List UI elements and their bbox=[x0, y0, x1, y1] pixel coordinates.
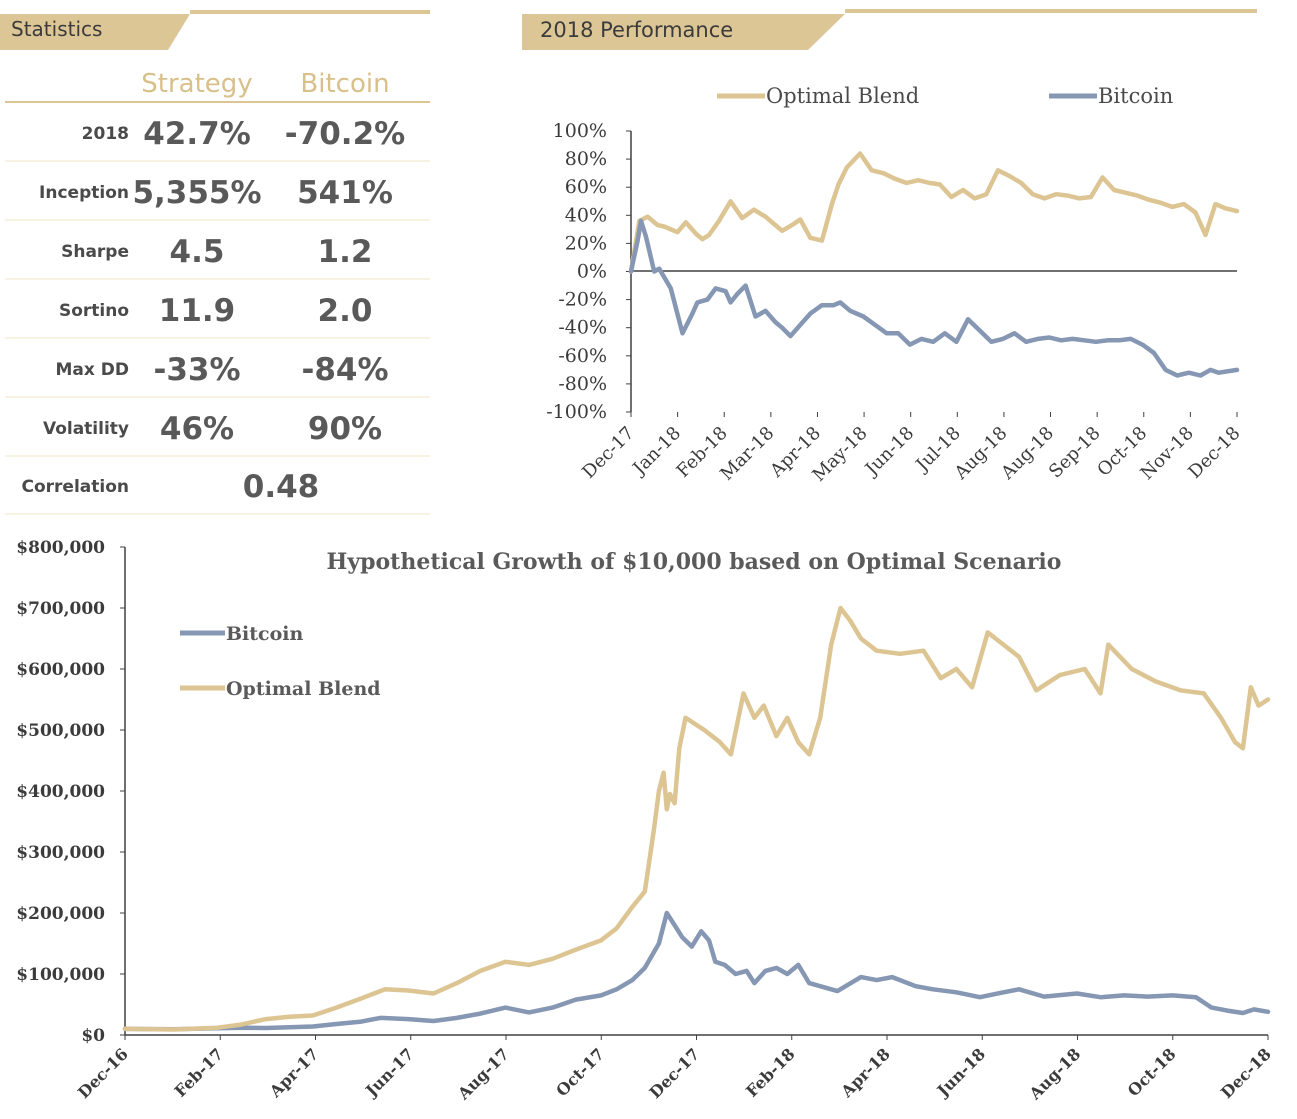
y-tick-label: $500,000 bbox=[16, 721, 105, 741]
bitcoin-value: 2.0 bbox=[318, 293, 373, 329]
bitcoin-value: 541% bbox=[297, 175, 393, 211]
y-tick-label: -60% bbox=[558, 345, 607, 367]
x-tick-label: Sep-18 bbox=[1045, 423, 1105, 483]
series-line-optimal-blend bbox=[628, 151, 1240, 274]
y-tick-label: $600,000 bbox=[16, 660, 105, 680]
x-tick-label: Apr-18 bbox=[837, 1044, 894, 1101]
y-tick-label: 40% bbox=[565, 204, 607, 226]
stats-row: Sortino 11.9 2.0 bbox=[5, 293, 430, 339]
growth-chart-title: Hypothetical Growth of $10,000 based on … bbox=[327, 549, 1062, 575]
correlation-label: Correlation bbox=[22, 477, 130, 497]
y-tick-label: -40% bbox=[558, 317, 607, 339]
stats-row: Max DD -33% -84% bbox=[5, 352, 430, 398]
x-tick-label: Oct-17 bbox=[552, 1044, 608, 1100]
bitcoin-value: 90% bbox=[308, 411, 382, 447]
x-tick-label: Aug-17 bbox=[453, 1044, 512, 1103]
row-label: Max DD bbox=[56, 360, 130, 380]
growth-series bbox=[122, 605, 1271, 1032]
stats-row: 2018 42.7% -70.2% bbox=[5, 116, 430, 162]
legend-label-bitcoin: Bitcoin bbox=[226, 623, 304, 645]
y-tick-label: 80% bbox=[565, 148, 607, 170]
performance-tab-rule bbox=[845, 9, 1257, 13]
y-tick-label: 60% bbox=[565, 176, 607, 198]
performance-2018-chart: 2018 Performance Optimal Blend Bitcoin 1… bbox=[522, 9, 1257, 486]
performance-y-axis: 100% 80% 60% 40% 20% 0% -20% -40% -60% -80% -100% bbox=[546, 120, 631, 423]
performance-tab bbox=[522, 14, 845, 50]
y-tick-label: -100% bbox=[546, 401, 607, 423]
strategy-value: 4.5 bbox=[170, 234, 225, 270]
statistics-title: Statistics bbox=[11, 17, 102, 41]
y-tick-label: $0 bbox=[81, 1026, 105, 1046]
x-tick-label: Feb-17 bbox=[171, 1044, 227, 1100]
performance-x-axis: Dec-17Jan-18Feb-18Mar-18Apr-18May-18Jun-… bbox=[578, 412, 1245, 486]
row-label: Inception bbox=[39, 183, 129, 203]
x-tick-label: Dec-16 bbox=[74, 1044, 132, 1102]
strategy-value: 42.7% bbox=[143, 116, 251, 152]
strategy-value: 5,355% bbox=[132, 175, 261, 211]
stats-row: Inception 5,355% 541% bbox=[5, 175, 430, 221]
x-tick-label: Aug-18 bbox=[1025, 1044, 1084, 1103]
y-tick-label: $700,000 bbox=[16, 599, 105, 619]
performance-title: 2018 Performance bbox=[540, 18, 733, 42]
y-tick-label: -20% bbox=[558, 289, 607, 311]
stats-row: Sharpe 4.5 1.2 bbox=[5, 234, 430, 280]
series-line-optimal-blend bbox=[122, 605, 1271, 1032]
x-tick-label: Apr-17 bbox=[265, 1044, 322, 1101]
stats-row: Volatility 46% 90% bbox=[5, 411, 430, 457]
bitcoin-value: -84% bbox=[301, 352, 388, 388]
x-tick-label: Feb-18 bbox=[742, 1044, 798, 1100]
y-tick-label: 100% bbox=[553, 120, 607, 142]
column-header-bitcoin: Bitcoin bbox=[300, 69, 389, 99]
strategy-value: 11.9 bbox=[159, 293, 236, 329]
performance-legend: Optimal Blend Bitcoin bbox=[717, 84, 1173, 108]
growth-x-axis: Dec-16 Feb-17 Apr-17 Jun-17 Aug-17 Oct-17 Dec-… bbox=[74, 1035, 1275, 1104]
series-line-bitcoin bbox=[628, 218, 1240, 378]
growth-chart: Hypothetical Growth of $10,000 based on … bbox=[16, 538, 1275, 1104]
y-tick-label: 0% bbox=[577, 261, 607, 283]
y-tick-label: $400,000 bbox=[16, 782, 105, 802]
column-header-strategy: Strategy bbox=[141, 69, 252, 99]
strategy-value: -33% bbox=[153, 352, 240, 388]
y-tick-label: $300,000 bbox=[16, 843, 105, 863]
correlation-row: Correlation 0.48 bbox=[5, 469, 430, 515]
row-label: 2018 bbox=[82, 124, 129, 144]
row-label: Sortino bbox=[59, 301, 129, 321]
legend-label-optimal-blend: Optimal Blend bbox=[226, 678, 381, 700]
y-tick-label: $800,000 bbox=[16, 538, 105, 558]
x-tick-label: Jun-18 bbox=[932, 1044, 989, 1101]
statistics-tab bbox=[0, 14, 190, 50]
y-tick-label: $100,000 bbox=[16, 965, 105, 985]
x-tick-label: Dec-18 bbox=[1184, 423, 1244, 483]
bitcoin-value: -70.2% bbox=[285, 116, 405, 152]
x-tick-label: Dec-17 bbox=[578, 423, 638, 483]
row-label: Sharpe bbox=[61, 242, 129, 262]
x-tick-label: Nov-18 bbox=[1137, 423, 1198, 484]
bitcoin-value: 1.2 bbox=[318, 234, 373, 270]
statistics-panel: Statistics Strategy Bitcoin 2018 42.7% -… bbox=[0, 10, 430, 515]
x-tick-label: Oct-18 bbox=[1124, 1044, 1180, 1100]
x-tick-label: Jun-17 bbox=[360, 1044, 417, 1101]
row-label: Volatility bbox=[43, 419, 129, 439]
statistics-tab-rule bbox=[190, 10, 430, 14]
growth-legend: Bitcoin Optimal Blend bbox=[180, 623, 381, 700]
y-tick-label: -80% bbox=[558, 373, 607, 395]
y-tick-label: 20% bbox=[565, 232, 607, 254]
legend-label-optimal-blend: Optimal Blend bbox=[766, 84, 919, 108]
series-line-bitcoin bbox=[122, 910, 1271, 1032]
growth-y-axis: $0 $100,000 $200,000 $300,000 $400,000 $500,0… bbox=[16, 538, 125, 1046]
x-tick-label: Jun-18 bbox=[860, 423, 918, 481]
y-tick-label: $200,000 bbox=[16, 904, 105, 924]
x-tick-label: Dec-18 bbox=[1217, 1044, 1275, 1102]
x-tick-label: Dec-17 bbox=[646, 1044, 704, 1102]
performance-series bbox=[628, 151, 1240, 378]
strategy-value: 46% bbox=[160, 411, 234, 447]
correlation-value: 0.48 bbox=[243, 469, 320, 505]
legend-label-bitcoin: Bitcoin bbox=[1098, 84, 1173, 108]
